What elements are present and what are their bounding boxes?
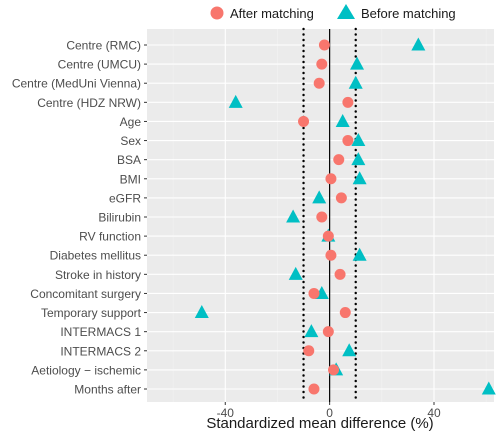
- after-matching-point: [308, 287, 320, 299]
- after-matching-point: [342, 96, 354, 108]
- y-tick-label: RV function: [79, 230, 141, 244]
- y-tick-label: INTERMACS 1: [60, 325, 141, 339]
- before-matching-point: [286, 209, 301, 223]
- x-tick-label: 0: [326, 406, 333, 420]
- y-tick-label: Centre (MedUni Vienna): [12, 77, 141, 91]
- y-tick-label: Centre (UMCU): [58, 58, 141, 72]
- after-matching-point: [318, 39, 330, 51]
- y-tick-label: Aetiology − ischemic: [31, 363, 141, 377]
- y-tick-label: Bilirubin: [98, 211, 141, 225]
- after-matching-point: [339, 307, 351, 319]
- y-tick-label: Age: [120, 115, 142, 129]
- reference-lines: [302, 27, 357, 404]
- before-matching-point: [411, 37, 426, 51]
- after-matching-point: [325, 249, 337, 261]
- after-matching-point: [316, 58, 328, 70]
- before-matching-point: [228, 94, 243, 108]
- x-axis: -40 0 40: [217, 402, 441, 420]
- x-tick-label: -40: [217, 406, 235, 420]
- after-matching-point: [335, 192, 347, 204]
- legend: After matching Before matching: [210, 4, 456, 21]
- y-tick-label: Months after: [74, 383, 141, 397]
- legend-after-matching-marker: [210, 6, 224, 20]
- before-matching-point: [312, 190, 327, 204]
- before-matching-point: [335, 113, 350, 127]
- before-matching-point: [481, 381, 496, 395]
- after-matching-point: [342, 135, 354, 147]
- y-axis-labels: Centre (RMC) Centre (UMCU) Centre (MedUni …: [12, 39, 147, 397]
- before-matching-point: [342, 343, 357, 357]
- y-tick-label: Concomitant surgery: [30, 287, 141, 301]
- before-matching-point: [348, 75, 363, 89]
- after-matching-point: [325, 173, 337, 185]
- y-tick-label: Sex: [120, 134, 141, 148]
- legend-after-matching-label: After matching: [230, 6, 314, 21]
- x-axis-title: Standardized mean difference (%): [206, 415, 433, 432]
- before-matching-point: [288, 266, 303, 280]
- before-matching-point: [352, 247, 367, 261]
- data-points: [194, 37, 496, 395]
- before-matching-point: [194, 305, 209, 319]
- y-tick-label: Diabetes mellitus: [50, 249, 141, 263]
- after-matching-point: [298, 115, 310, 127]
- after-matching-point: [316, 211, 328, 223]
- y-tick-label: Stroke in history: [55, 268, 141, 282]
- y-tick-label: Temporary support: [41, 306, 142, 320]
- legend-before-matching-marker: [337, 4, 355, 19]
- y-tick-label: eGFR: [109, 191, 141, 205]
- after-matching-point: [334, 268, 346, 280]
- after-matching-point: [313, 77, 325, 89]
- y-tick-label: BMI: [120, 172, 141, 186]
- before-matching-point: [352, 171, 367, 185]
- after-matching-point: [308, 383, 320, 395]
- before-matching-point: [350, 56, 365, 70]
- y-tick-label: Centre (RMC): [66, 39, 141, 53]
- after-matching-point: [322, 326, 334, 338]
- after-matching-point: [303, 345, 315, 357]
- after-matching-point: [328, 364, 340, 376]
- y-tick-label: INTERMACS 2: [60, 344, 141, 358]
- after-matching-point: [333, 154, 345, 166]
- after-matching-point: [322, 230, 334, 242]
- before-matching-point: [351, 152, 366, 166]
- before-matching-point: [351, 133, 366, 147]
- before-matching-point: [304, 324, 319, 338]
- legend-before-matching-label: Before matching: [361, 6, 456, 21]
- x-tick-label: 40: [427, 406, 441, 420]
- y-tick-label: Centre (HDZ NRW): [37, 96, 141, 110]
- y-tick-label: BSA: [117, 153, 141, 167]
